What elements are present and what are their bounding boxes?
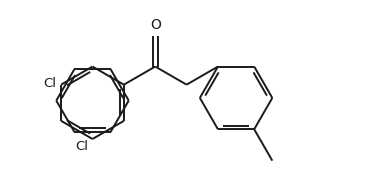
Text: Cl: Cl [75,140,88,153]
Text: Cl: Cl [44,76,57,90]
Text: O: O [150,18,161,32]
